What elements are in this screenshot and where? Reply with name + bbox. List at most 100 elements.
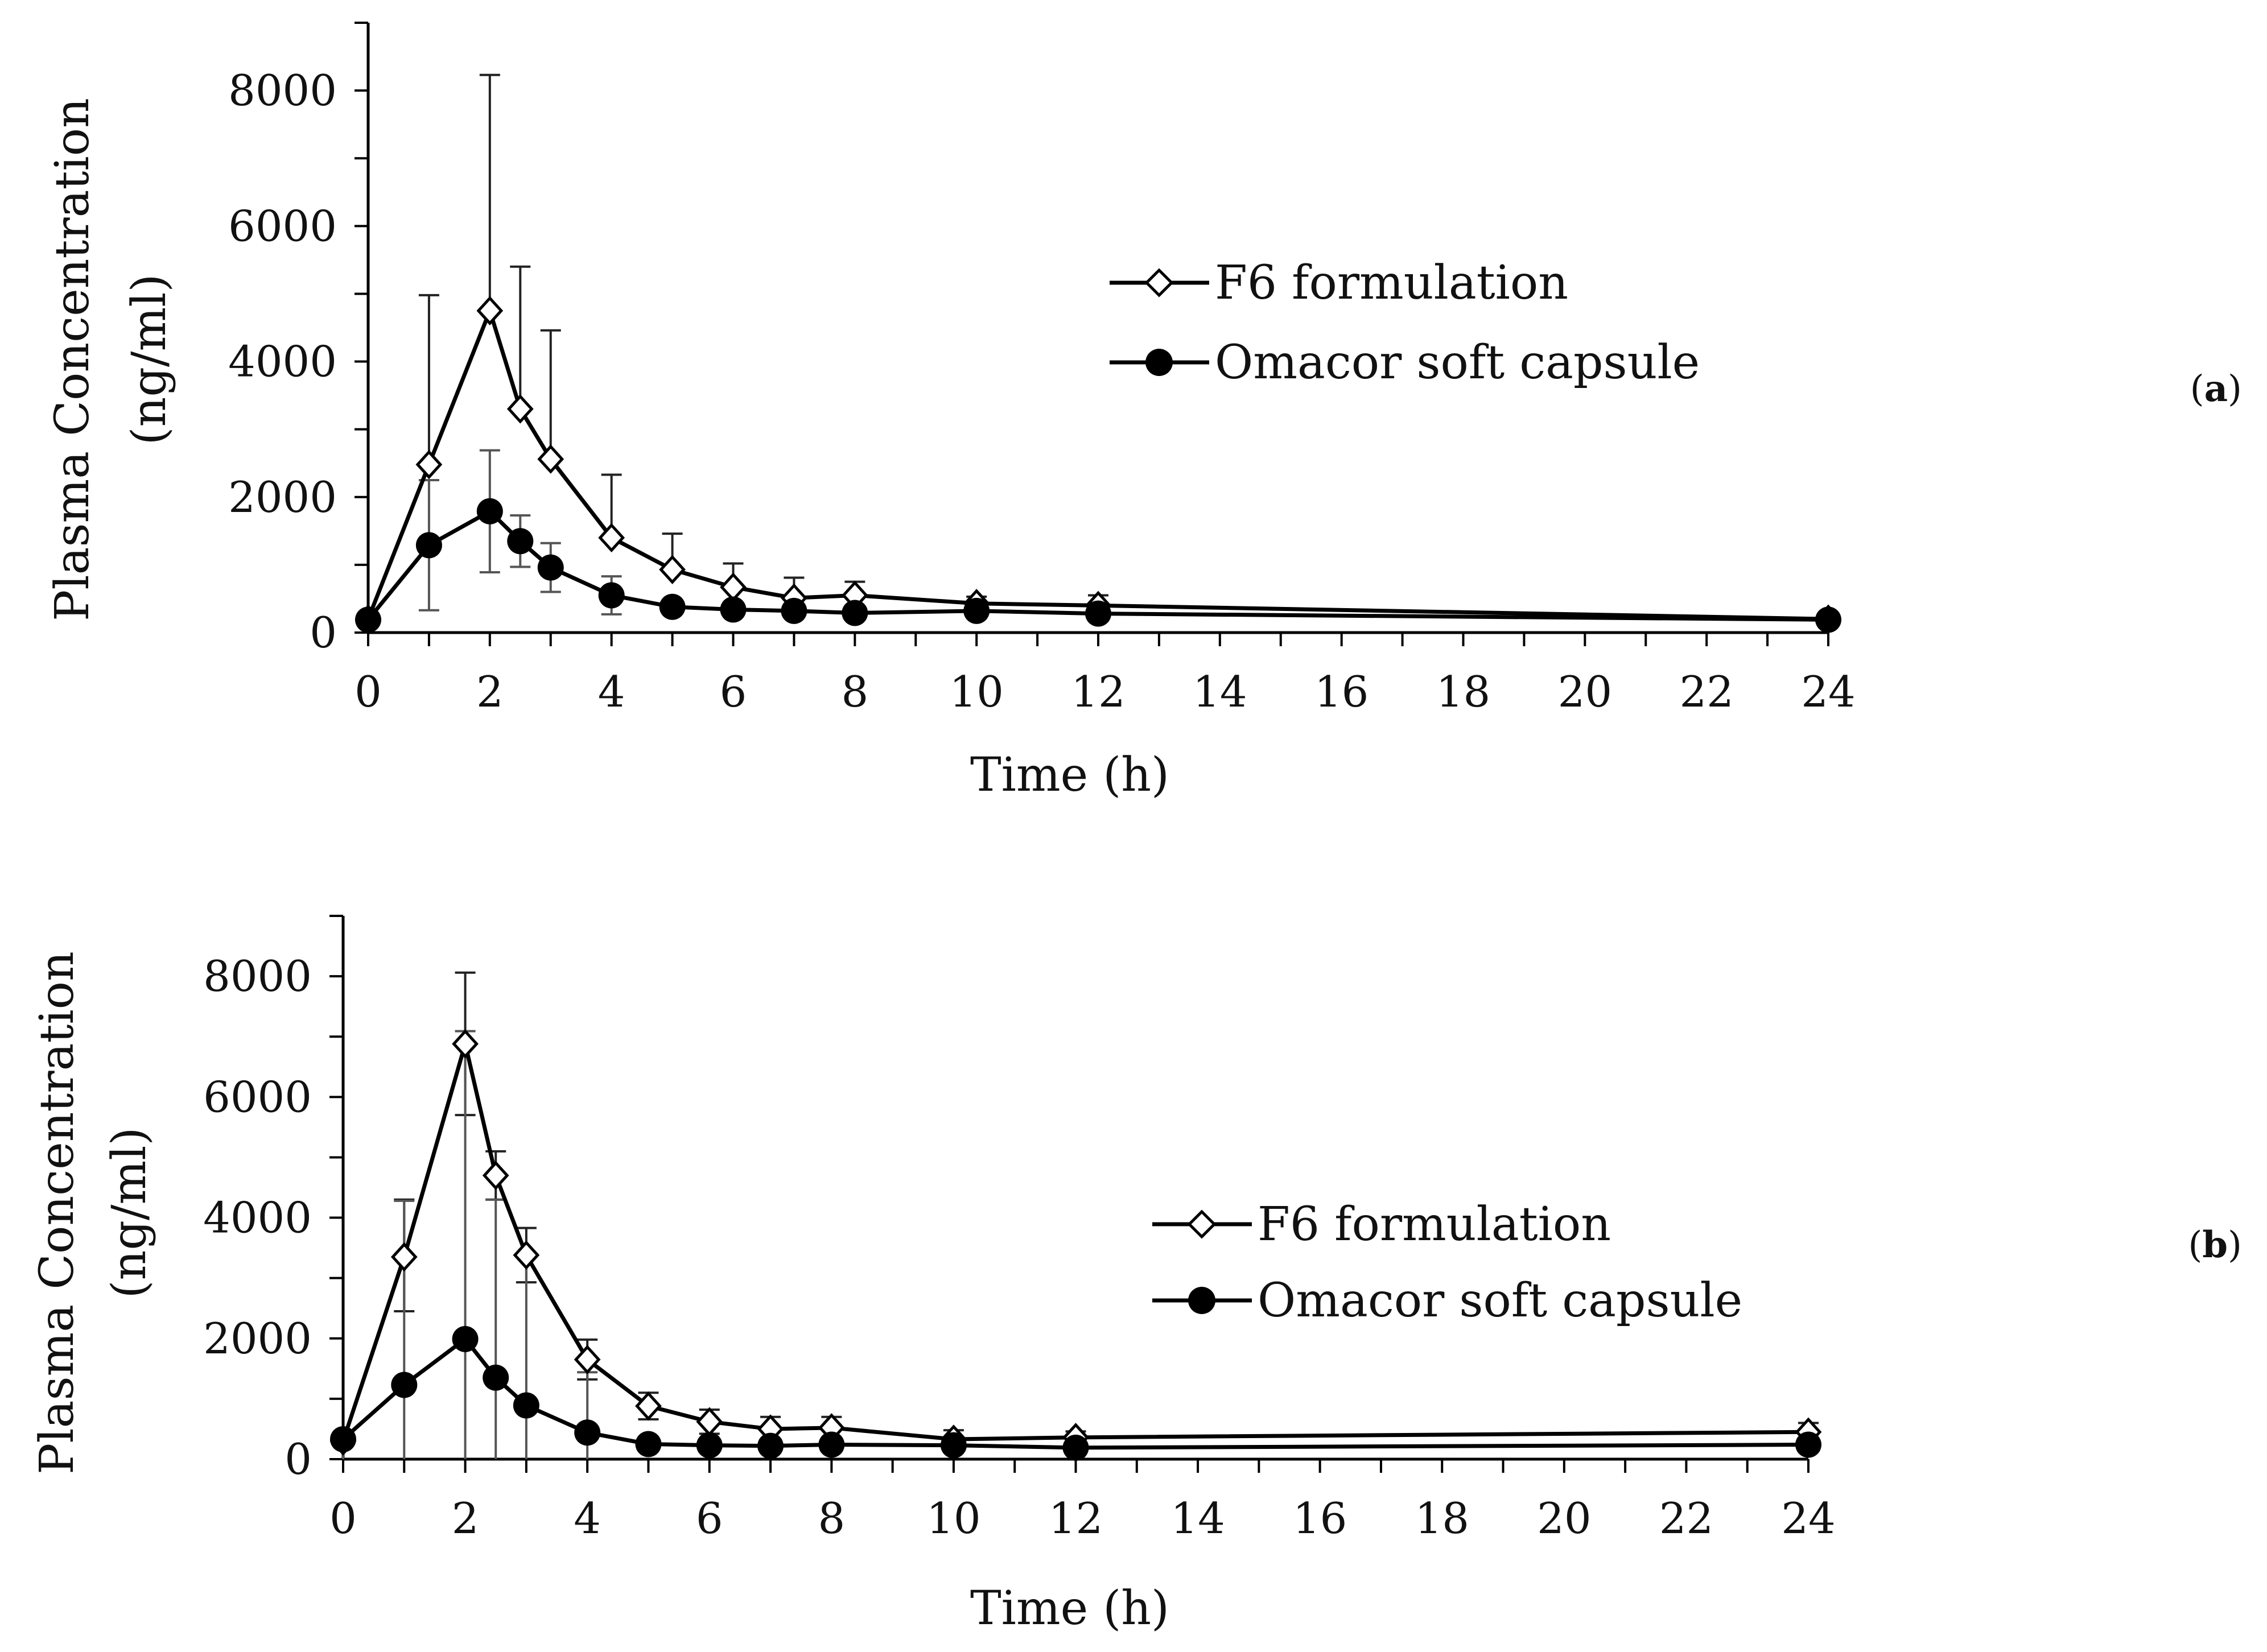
y-tick-label: 8000: [228, 65, 337, 115]
x-tick-label: 2: [452, 1493, 479, 1543]
data-point: [818, 1431, 845, 1458]
data-point: [537, 444, 564, 474]
data-point: [415, 532, 442, 559]
x-tick-label: 20: [1537, 1493, 1591, 1543]
data-point: [842, 600, 868, 626]
y-tick-label: 0: [310, 608, 337, 658]
data-point: [452, 1325, 479, 1352]
data-point: [513, 1240, 540, 1270]
y-tick-label: 6000: [228, 201, 337, 251]
x-tick-label: 12: [1071, 667, 1125, 717]
legend-marker-omacor: [1188, 1287, 1215, 1314]
x-tick-label: 22: [1679, 667, 1733, 717]
y-axis-title-line-2: (ng/ml): [102, 1128, 156, 1299]
x-axis-title: Time (h): [970, 748, 1169, 802]
data-point: [415, 449, 443, 480]
x-tick-label: 4: [598, 667, 625, 717]
x-tick-label: 16: [1293, 1493, 1347, 1543]
x-tick-label: 8: [818, 1493, 845, 1543]
y-axis-title-line-2: (ng/ml): [122, 274, 176, 445]
x-tick-label: 6: [720, 667, 747, 717]
legend-label-omacor: Omacor soft capsule: [1215, 336, 1700, 390]
x-tick-label: 18: [1415, 1493, 1469, 1543]
data-point: [598, 582, 625, 609]
y-axis-title-line-1: Plasma Concentration: [46, 98, 100, 621]
data-point: [476, 498, 503, 524]
data-point: [574, 1345, 601, 1374]
x-tick-label: 10: [926, 1493, 980, 1543]
x-tick-label: 14: [1193, 667, 1247, 717]
data-point: [1795, 1431, 1821, 1458]
data-point: [482, 1160, 509, 1190]
legend-marker-f6: [1187, 1209, 1217, 1239]
data-point: [452, 1029, 479, 1059]
data-point: [507, 528, 534, 555]
x-tick-label: 24: [1801, 667, 1855, 717]
data-point: [390, 1242, 418, 1272]
axes-frame: [355, 22, 1829, 646]
data-point: [537, 554, 564, 581]
x-tick-label: 0: [355, 667, 382, 717]
x-tick-label: 0: [329, 1493, 357, 1543]
data-point: [330, 1426, 356, 1452]
x-tick-label: 2: [476, 667, 504, 717]
legend-marker-f6: [1144, 268, 1174, 298]
y-tick-label: 6000: [203, 1072, 312, 1122]
data-point: [963, 597, 990, 624]
y-tick-label: 2000: [228, 472, 337, 522]
data-point: [1085, 600, 1111, 627]
data-point: [720, 596, 747, 623]
data-point: [476, 296, 504, 325]
legend: F6 formulation Omacor soft capsule: [1110, 256, 1700, 390]
x-tick-label: 6: [696, 1493, 723, 1543]
data-point: [659, 555, 686, 584]
data-point: [1815, 606, 1841, 633]
y-tick-label: 8000: [203, 951, 312, 1001]
x-tick-label: 18: [1436, 667, 1490, 717]
legend-label-omacor: Omacor soft capsule: [1258, 1274, 1742, 1328]
y-tick-label: 4000: [228, 337, 337, 387]
legend: F6 formulation Omacor soft capsule: [1152, 1197, 1742, 1328]
x-axis-title: Time (h): [970, 1581, 1169, 1636]
data-point: [696, 1432, 723, 1459]
data-point: [513, 1392, 539, 1419]
data-point: [574, 1419, 601, 1446]
x-tick-label: 20: [1558, 667, 1612, 717]
data-point: [1062, 1434, 1089, 1461]
y-tick-label: 2000: [203, 1314, 312, 1364]
data-point: [659, 593, 686, 620]
y-tick-label: 4000: [203, 1193, 312, 1243]
plot-area: [355, 73, 1842, 634]
data-point: [781, 597, 807, 624]
x-tick-label: 4: [574, 1493, 601, 1543]
data-point: [635, 1431, 662, 1457]
legend-label-f6: F6 formulation: [1215, 256, 1568, 310]
legend-label-f6: F6 formulation: [1258, 1197, 1611, 1252]
x-tick-label: 22: [1659, 1493, 1713, 1543]
x-tick-label: 10: [949, 667, 1003, 717]
data-point: [635, 1391, 662, 1421]
data-point: [757, 1432, 784, 1459]
data-point: [483, 1364, 509, 1391]
panel-label-b: (b): [2188, 1224, 2242, 1266]
x-tick-label: 12: [1049, 1493, 1103, 1543]
data-point: [940, 1432, 967, 1459]
y-tick-label: 0: [285, 1434, 312, 1484]
data-point: [355, 606, 381, 633]
x-tick-label: 14: [1170, 1493, 1225, 1543]
data-point: [598, 523, 625, 552]
data-point: [506, 394, 534, 424]
x-tick-label: 24: [1781, 1493, 1835, 1543]
panel-label-a: (a): [2190, 367, 2242, 410]
x-tick-label: 8: [841, 667, 868, 717]
legend-marker-omacor: [1145, 349, 1173, 376]
x-tick-label: 16: [1314, 667, 1369, 717]
y-axis-title-line-1: Plasma Concentration: [30, 951, 84, 1475]
data-point: [391, 1372, 418, 1398]
